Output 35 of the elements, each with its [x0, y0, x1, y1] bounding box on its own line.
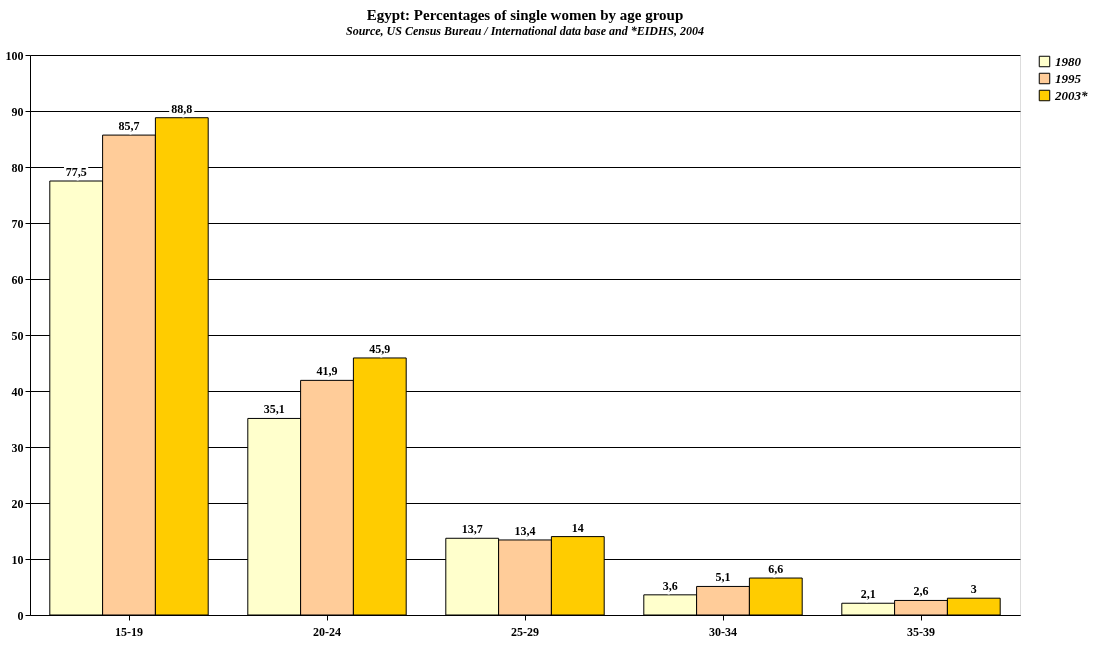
- y-tick-label: 60: [11, 272, 24, 287]
- y-tick-label: 50: [11, 328, 24, 343]
- data-label: 14: [571, 520, 584, 535]
- legend-label: 2003*: [1054, 87, 1088, 103]
- y-tick-label: 100: [5, 48, 24, 63]
- data-label: 41,9: [316, 364, 338, 379]
- y-tick-label: 30: [11, 440, 24, 455]
- data-label: 6,6: [768, 562, 784, 577]
- y-tick-label: 0: [17, 608, 24, 623]
- x-tick-label: 20-24: [313, 624, 341, 639]
- data-label: 2,1: [860, 587, 876, 602]
- x-tick-label: 35-39: [907, 624, 935, 639]
- legend-label: 1995: [1055, 70, 1082, 86]
- x-tick-label: 25-29: [511, 624, 539, 639]
- y-tick-label: 20: [11, 496, 24, 511]
- data-label: 2,6: [913, 584, 929, 599]
- x-tick-label: 30-34: [709, 624, 737, 639]
- data-label: 3: [970, 582, 977, 597]
- legend-label: 1980: [1055, 53, 1082, 69]
- y-tick-label: 80: [11, 160, 24, 175]
- data-label: 13,4: [514, 523, 536, 538]
- data-label: 5,1: [715, 570, 731, 585]
- data-label: 77,5: [65, 165, 87, 179]
- data-label: 85,7: [118, 119, 140, 134]
- y-tick-label: 10: [11, 552, 24, 567]
- chart-title: Egypt: Percentages of single women by age group: [366, 7, 684, 23]
- data-label: 35,1: [263, 402, 285, 417]
- data-label: 13,7: [461, 522, 483, 537]
- chart-subtitle: Source, US Census Bureau / International data base and *EIDHS, 2004: [345, 24, 705, 38]
- y-tick-label: 70: [11, 216, 24, 231]
- x-tick-label: 15-19: [115, 624, 143, 639]
- y-tick-label: 90: [11, 104, 24, 119]
- data-label: 3,6: [662, 578, 678, 593]
- data-label: 45,9: [369, 341, 391, 356]
- y-tick-label: 40: [11, 384, 24, 399]
